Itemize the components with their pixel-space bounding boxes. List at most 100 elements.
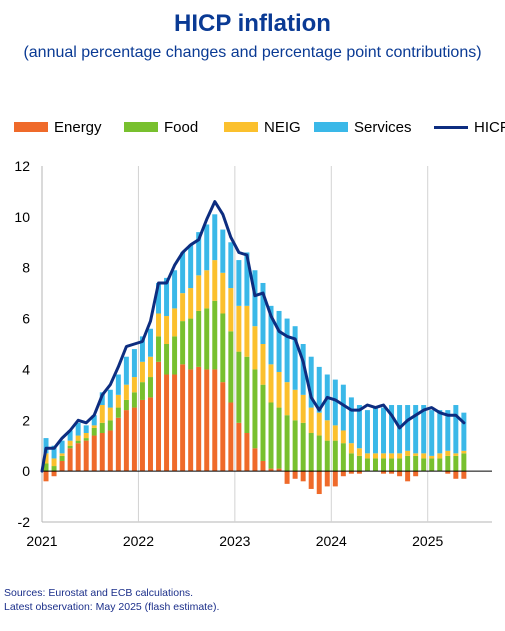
- bar-services: [308, 356, 314, 408]
- bar-neig: [397, 453, 403, 459]
- bar-neig: [284, 382, 290, 416]
- bar-services: [51, 445, 57, 459]
- bar-food: [43, 463, 49, 472]
- legend-label-energy: Energy: [54, 118, 102, 136]
- x-tick-label: 2024: [316, 533, 347, 549]
- bar-energy: [236, 422, 242, 472]
- legend-item-food: Food: [124, 116, 198, 138]
- y-tick-label: 12: [14, 158, 30, 174]
- bar-neig: [188, 288, 194, 319]
- legend-label-hicp: HICP: [474, 118, 505, 136]
- bar-services: [461, 412, 467, 451]
- chart-sources: Sources: Eurostat and ECB calculations. …: [4, 586, 219, 614]
- bar-services: [244, 252, 250, 306]
- chart-title: HICP inflation: [174, 10, 331, 37]
- bar-energy: [244, 433, 250, 472]
- bar-energy: [389, 471, 395, 474]
- bar-food: [123, 399, 129, 411]
- bar-neig: [236, 305, 242, 352]
- bar-neig: [437, 453, 443, 459]
- x-tick-label: 2021: [26, 533, 57, 549]
- bar-energy: [292, 471, 298, 479]
- bar-neig: [212, 260, 218, 301]
- bar-neig: [372, 453, 378, 459]
- bar-food: [421, 458, 427, 472]
- legend-swatch-neig: [224, 122, 258, 132]
- bar-neig: [180, 293, 186, 322]
- bar-energy: [75, 443, 81, 472]
- bar-energy: [99, 433, 105, 472]
- legend-swatch-food: [124, 122, 158, 132]
- bar-food: [429, 458, 435, 472]
- bar-energy: [67, 448, 73, 472]
- bar-food: [332, 440, 338, 472]
- bar-energy: [348, 471, 354, 474]
- bar-services: [372, 407, 378, 454]
- bar-neig: [413, 453, 419, 456]
- bar-energy: [300, 471, 306, 482]
- bar-neig: [300, 394, 306, 423]
- bar-food: [99, 422, 105, 433]
- x-tick-label: 2022: [123, 533, 154, 549]
- bar-neig: [244, 305, 250, 357]
- bar-neig: [147, 356, 153, 378]
- bar-energy: [453, 471, 459, 479]
- bar-food: [220, 313, 226, 383]
- bar-services: [220, 229, 226, 273]
- bar-services: [123, 356, 129, 385]
- bar-services: [172, 270, 178, 309]
- y-tick-label: 2: [22, 412, 30, 428]
- bar-services: [381, 407, 387, 454]
- bar-energy: [405, 471, 411, 482]
- bar-food: [115, 407, 121, 418]
- bar-food: [405, 455, 411, 472]
- bar-food: [268, 402, 274, 469]
- bar-food: [356, 455, 362, 472]
- legend-label-neig: NEIG: [264, 118, 301, 136]
- bar-neig: [220, 272, 226, 314]
- bar-services: [389, 405, 395, 454]
- bar-food: [59, 455, 65, 461]
- bar-food: [196, 310, 202, 367]
- legend-label-services: Services: [354, 118, 412, 136]
- bar-services: [164, 277, 170, 317]
- bar-energy: [91, 435, 97, 472]
- bar-neig: [252, 326, 258, 370]
- y-tick-label: 6: [22, 311, 30, 327]
- x-tick-label: 2025: [412, 533, 443, 549]
- bar-food: [276, 407, 282, 469]
- bar-services: [83, 425, 89, 433]
- bar-services: [364, 410, 370, 454]
- bar-food: [156, 336, 162, 362]
- bar-energy: [252, 448, 258, 472]
- bar-services: [453, 405, 459, 454]
- bar-neig: [453, 453, 459, 456]
- legend-swatch-energy: [14, 122, 48, 132]
- bar-energy: [164, 374, 170, 472]
- bar-services: [236, 260, 242, 306]
- bar-food: [437, 458, 443, 472]
- bar-food: [172, 336, 178, 375]
- bar-neig: [75, 435, 81, 441]
- bar-neig: [123, 384, 129, 400]
- bar-services: [180, 252, 186, 294]
- bar-services: [405, 405, 411, 451]
- bar-food: [139, 382, 145, 400]
- bar-energy: [284, 471, 290, 484]
- bar-neig: [91, 425, 97, 428]
- bar-energy: [196, 366, 202, 472]
- bar-food: [316, 435, 322, 472]
- bar-energy: [147, 397, 153, 472]
- bar-food: [228, 331, 234, 403]
- x-tick-label: 2023: [219, 533, 250, 549]
- bar-neig: [316, 412, 322, 436]
- bar-neig: [67, 440, 73, 446]
- bar-food: [292, 420, 298, 472]
- bar-services: [413, 405, 419, 454]
- bar-food: [244, 356, 250, 433]
- bar-neig: [131, 377, 137, 393]
- bar-energy: [228, 402, 234, 472]
- bar-neig: [139, 361, 145, 383]
- legend-item-neig: NEIG: [224, 116, 301, 138]
- legend-line-hicp: [434, 125, 468, 129]
